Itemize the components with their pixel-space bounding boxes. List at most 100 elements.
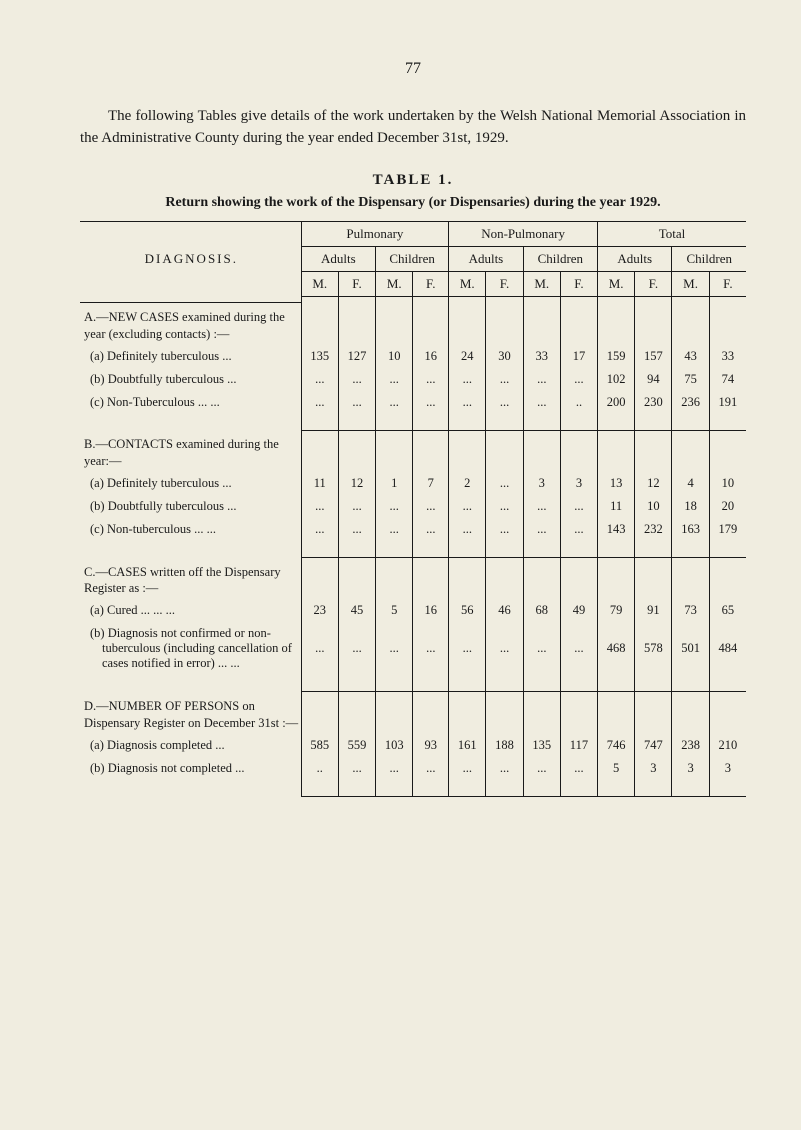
- cell: 200: [598, 391, 635, 414]
- cell: ...: [486, 472, 523, 495]
- header-diagnosis: DIAGNOSIS.: [80, 221, 301, 296]
- cell: 16: [413, 345, 449, 368]
- cell: 2: [449, 472, 486, 495]
- cell: 17: [560, 345, 597, 368]
- cell: 75: [672, 368, 709, 391]
- cell: ...: [338, 495, 375, 518]
- cell: ...: [376, 391, 413, 414]
- cell: 1: [376, 472, 413, 495]
- cell: 11: [598, 495, 635, 518]
- cell: 188: [486, 734, 523, 757]
- table-label: TABLE 1.: [80, 172, 746, 189]
- cell: 238: [672, 734, 709, 757]
- header-total: Total: [598, 221, 747, 246]
- cell: 3: [672, 757, 709, 780]
- cell: ..: [560, 391, 597, 414]
- cell: ...: [338, 757, 375, 780]
- cell: 43: [672, 345, 709, 368]
- cell: 68: [523, 599, 560, 622]
- cell: 33: [523, 345, 560, 368]
- cell: ...: [523, 391, 560, 414]
- cell: 143: [598, 518, 635, 541]
- row-label: (c) Non-tuberculous ... ...: [80, 518, 301, 541]
- cell: 468: [598, 622, 635, 675]
- header-m: M.: [672, 271, 709, 296]
- cell: ...: [486, 757, 523, 780]
- cell: 93: [413, 734, 449, 757]
- cell: 30: [486, 345, 523, 368]
- cell: 179: [709, 518, 746, 541]
- cell: 20: [709, 495, 746, 518]
- row-label: (b) Doubtfully tuberculous ...: [80, 495, 301, 518]
- cell: 236: [672, 391, 709, 414]
- cell: ...: [376, 757, 413, 780]
- cell: ..: [301, 757, 338, 780]
- cell: 135: [301, 345, 338, 368]
- cell: ...: [413, 368, 449, 391]
- cell: 746: [598, 734, 635, 757]
- cell: 18: [672, 495, 709, 518]
- cell: ...: [560, 757, 597, 780]
- cell: ...: [560, 495, 597, 518]
- header-f: F.: [635, 271, 672, 296]
- cell: ...: [338, 518, 375, 541]
- section-title: C.—CASES written off the Dispensary Regi…: [80, 558, 301, 600]
- cell: 747: [635, 734, 672, 757]
- cell: 49: [560, 599, 597, 622]
- cell: ...: [523, 622, 560, 675]
- cell: ...: [413, 757, 449, 780]
- header-m: M.: [449, 271, 486, 296]
- cell: 10: [635, 495, 672, 518]
- cell: 484: [709, 622, 746, 675]
- cell: ...: [523, 495, 560, 518]
- header-f: F.: [413, 271, 449, 296]
- cell: ...: [486, 368, 523, 391]
- row-label: (b) Diagnosis not completed ...: [80, 757, 301, 780]
- row-label: (a) Diagnosis completed ...: [80, 734, 301, 757]
- cell: ...: [560, 518, 597, 541]
- cell: 5: [376, 599, 413, 622]
- cell: ...: [449, 391, 486, 414]
- cell: ...: [486, 391, 523, 414]
- cell: ...: [449, 757, 486, 780]
- cell: 559: [338, 734, 375, 757]
- header-m: M.: [598, 271, 635, 296]
- intro-paragraph: The following Tables give details of the…: [80, 106, 746, 150]
- dispensary-table: DIAGNOSIS. Pulmonary Non-Pulmonary Total…: [80, 221, 746, 797]
- cell: 7: [413, 472, 449, 495]
- cell: 578: [635, 622, 672, 675]
- row-label: (c) Non-Tuberculous ... ...: [80, 391, 301, 414]
- cell: 103: [376, 734, 413, 757]
- cell: ...: [449, 518, 486, 541]
- cell: 3: [635, 757, 672, 780]
- cell: 3: [523, 472, 560, 495]
- cell: ...: [301, 622, 338, 675]
- cell: 23: [301, 599, 338, 622]
- cell: ...: [338, 622, 375, 675]
- cell: 157: [635, 345, 672, 368]
- header-f: F.: [338, 271, 375, 296]
- page-number: 77: [80, 60, 746, 78]
- header-m: M.: [376, 271, 413, 296]
- cell: ...: [449, 622, 486, 675]
- cell: 117: [560, 734, 597, 757]
- cell: 501: [672, 622, 709, 675]
- cell: 3: [709, 757, 746, 780]
- header-children-3: Children: [672, 246, 746, 271]
- cell: 127: [338, 345, 375, 368]
- cell: 5: [598, 757, 635, 780]
- cell: ...: [413, 495, 449, 518]
- cell: 74: [709, 368, 746, 391]
- cell: ...: [523, 757, 560, 780]
- row-label: (b) Doubtfully tuberculous ...: [80, 368, 301, 391]
- cell: 65: [709, 599, 746, 622]
- cell: 33: [709, 345, 746, 368]
- cell: ...: [301, 368, 338, 391]
- cell: 210: [709, 734, 746, 757]
- cell: 4: [672, 472, 709, 495]
- cell: 232: [635, 518, 672, 541]
- cell: 16: [413, 599, 449, 622]
- page: 77 The following Tables give details of …: [0, 0, 801, 837]
- cell: ...: [376, 518, 413, 541]
- cell: 10: [709, 472, 746, 495]
